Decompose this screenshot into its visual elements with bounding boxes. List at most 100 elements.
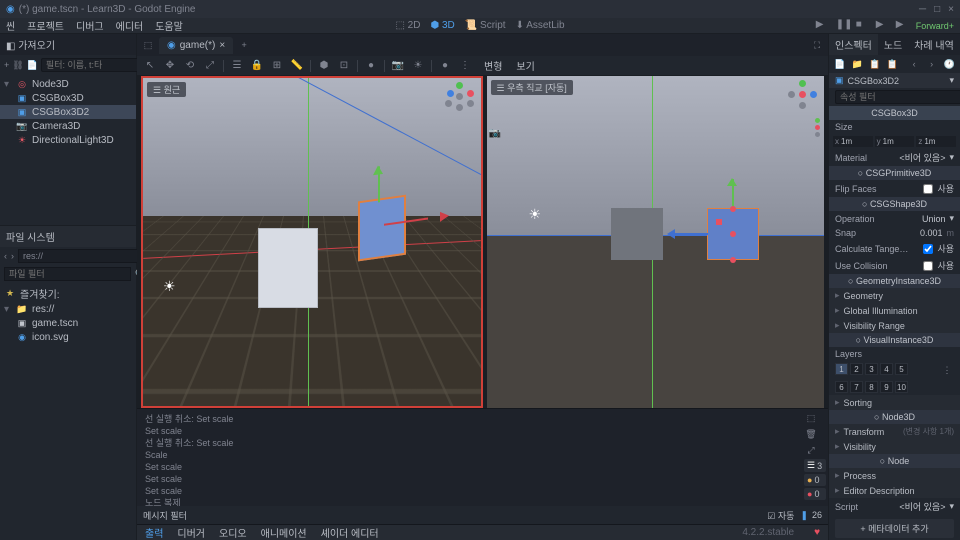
cat-vr[interactable]: ▸Visibility Range [829,318,960,333]
rotate-tool-icon[interactable]: ⟲ [183,59,197,73]
fs-root[interactable]: ▾📁res:// [0,302,136,316]
bottom-debugger[interactable]: 디버거 [177,525,205,540]
env-icon[interactable]: ● [438,59,452,73]
layer-2[interactable]: 2 [850,363,863,375]
layer-3[interactable]: 3 [865,363,878,375]
menu-editor[interactable]: 에디터 [116,18,144,33]
close-button[interactable]: × [948,4,954,15]
stop-button[interactable]: ■ [856,19,870,33]
insp-copy-icon[interactable]: 📋 [868,57,882,71]
val-script[interactable]: <비어 있음> [899,500,945,513]
workspace-assetlib[interactable]: ⬇ AssetLib [516,20,565,31]
val-material[interactable]: <비어 있음> [899,151,945,164]
bottom-audio[interactable]: 오디오 [219,525,247,540]
insp-filter[interactable] [835,90,960,104]
cat-trans[interactable]: ▸Transform(변경 사항 1개) [829,424,960,439]
xray-icon[interactable]: ● [364,59,378,73]
cat-proc[interactable]: ▸Process [829,468,960,483]
layer-9[interactable]: 9 [880,381,893,393]
size-x[interactable]: x1 m [833,136,873,147]
fs-back-icon[interactable]: ‹ [4,249,7,263]
layer-6[interactable]: 6 [835,381,848,393]
tree-node-csgbox2[interactable]: ▣CSGBox3D2 [0,105,136,119]
vp1-label[interactable]: ☰ 원근 [147,82,186,97]
bottom-animation[interactable]: 애니메이션 [261,525,307,540]
view-menu[interactable]: 보기 [516,58,534,73]
distraction-free-icon[interactable]: ⬚ [141,38,155,52]
insp-fwd-icon[interactable]: › [925,57,939,71]
val-op[interactable]: Union [922,214,946,224]
menu-debug[interactable]: 디버그 [76,18,104,33]
sun-icon[interactable]: ☀ [411,59,425,73]
size-z[interactable]: z1 m [916,136,956,147]
fs-filter-input[interactable] [4,267,131,281]
select-tool-icon[interactable]: ↖ [143,59,157,73]
output-count-msg[interactable]: ☰3 [804,459,826,472]
tree-node-light[interactable]: ☀DirectionalLight3D [0,133,136,147]
inspector-tab[interactable]: 인스펙터 [829,34,878,55]
size-y[interactable]: y1 m [875,136,915,147]
minimize-button[interactable]: ─ [919,4,926,15]
transform-menu[interactable]: 변형 [484,58,502,73]
bottom-shader[interactable]: 셰이더 에디터 [321,525,379,540]
viewport-ortho[interactable]: ☀ 📷 ☰ 우측 직교 [자동] [487,76,825,408]
chk-ucol[interactable] [923,261,933,271]
workspace-2d[interactable]: ⬚ 2D [395,20,420,31]
workspace-script[interactable]: 📜 Script [465,20,506,31]
auto-toggle[interactable]: ☑ 자동 [767,509,794,522]
tree-node-camera[interactable]: 📷Camera3D [0,119,136,133]
bottom-output[interactable]: 출력 [145,525,163,540]
history-tab[interactable]: 차례 내역 [908,34,960,55]
output-tool2-icon[interactable]: 🗑 [804,427,818,441]
layer-8[interactable]: 8 [865,381,878,393]
insp-save-icon[interactable]: 📄 [833,57,847,71]
output-tool1-icon[interactable]: ⬚ [804,411,818,425]
workspace-3d[interactable]: ⬢ 3D [430,20,454,31]
vp2-label[interactable]: ☰ 우측 직교 [자동] [491,80,573,95]
cat-edesc[interactable]: ▸Editor Description [829,483,960,498]
ruler-icon[interactable]: 📏 [290,59,304,73]
list-icon[interactable]: ☰ [230,59,244,73]
vp2-gizmo[interactable] [788,80,818,110]
add-metadata-button[interactable]: + 메타데이터 추가 [835,519,954,538]
vp1-gizmo[interactable] [445,82,475,112]
add-tab-icon[interactable]: + [237,38,251,52]
chk-flip[interactable] [923,184,933,194]
layer-10[interactable]: 10 [895,381,908,393]
output-count-err[interactable]: ●0 [804,474,826,486]
output-count-warn[interactable]: ●0 [804,488,826,500]
scene-tab-game[interactable]: ◉game(*)× [159,37,233,54]
val-snap[interactable]: 0.001 [920,228,943,238]
play-scene-button[interactable]: ▶ [876,19,890,33]
layer-7[interactable]: 7 [850,381,863,393]
layer-more-icon[interactable]: ⋮ [940,363,954,377]
camera-icon[interactable]: 📷 [391,59,405,73]
layer-1[interactable]: 1 [835,363,848,375]
viewport-perspective[interactable]: ☀ ☰ 원근 [141,76,483,408]
insp-hist-icon[interactable]: 🕐 [942,57,956,71]
chk-ctan[interactable] [923,244,933,254]
insp-paste-icon[interactable]: 📋 [886,57,900,71]
layer-4[interactable]: 4 [880,363,893,375]
fs-favorites[interactable]: ★즐겨찾기: [0,285,136,302]
renderer-dropdown[interactable]: Forward+ [916,21,954,31]
add-node-icon[interactable]: + [4,58,9,72]
maximize-button[interactable]: □ [934,4,940,15]
menu-help[interactable]: 도움말 [155,18,183,33]
insp-open-icon[interactable]: 📁 [851,57,865,71]
scene-panel-tab[interactable]: ◧ 가져오기 [6,37,55,52]
insp-node-select[interactable]: ▣CSGBox3D2▾ [829,73,960,88]
fs-path-input[interactable] [18,249,145,263]
snap-icon[interactable]: ⊡ [337,59,351,73]
attach-script-icon[interactable]: 📄 [27,58,38,72]
menu-scene[interactable]: 씬 [6,18,15,33]
insp-back-icon[interactable]: ‹ [907,57,921,71]
cat-visb[interactable]: ▸Visibility [829,439,960,454]
link-icon[interactable]: ⛓ [12,58,23,72]
vp2-scrollbar[interactable] [815,118,820,404]
heart-icon[interactable]: ♥ [814,527,820,538]
fs-file-icon[interactable]: ◉icon.svg [0,330,136,344]
move-tool-icon[interactable]: ✥ [163,59,177,73]
more-icon[interactable]: ⋮ [458,59,472,73]
cat-geom[interactable]: ▸Geometry [829,288,960,303]
